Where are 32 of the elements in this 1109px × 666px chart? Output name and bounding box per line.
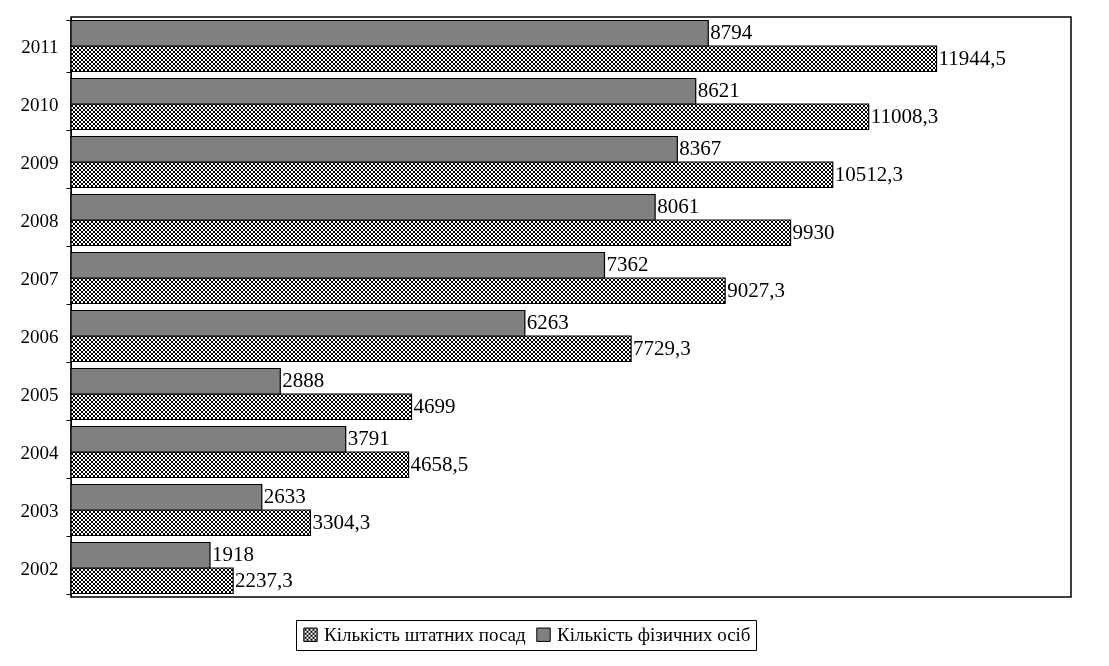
data-label: 7729,3 (633, 335, 691, 360)
data-label: 3304,3 (312, 509, 371, 534)
data-label: 11008,3 (870, 103, 939, 128)
legend-label: Кількість штатних посад (324, 623, 526, 645)
y-tick-label: 2010 (20, 93, 59, 115)
data-label: 9930 (792, 219, 835, 244)
y-tick-label: 2009 (20, 151, 59, 173)
y-tick-label: 2004 (20, 441, 59, 463)
data-label: 7362 (606, 252, 649, 277)
y-tick-label: 2005 (20, 383, 59, 405)
data-label: 8621 (697, 78, 740, 103)
data-label: 8061 (657, 194, 700, 219)
data-label: 10512,3 (834, 161, 904, 186)
legend-label: Кількість фізичних осіб (557, 623, 751, 645)
y-tick-label: 2007 (20, 267, 59, 289)
data-label: 9027,3 (727, 277, 785, 302)
data-label: 3791 (347, 426, 390, 451)
y-tick-label: 2006 (20, 325, 59, 347)
data-label: 2888 (282, 368, 325, 393)
data-label: 4699 (413, 393, 456, 418)
y-tick-label: 2008 (20, 209, 59, 231)
data-label: 2237,3 (235, 567, 293, 592)
data-label: 4658,5 (410, 451, 469, 476)
data-label: 6263 (526, 310, 569, 335)
data-label: 1918 (211, 542, 254, 567)
y-tick-label: 2003 (20, 499, 59, 521)
y-tick-label: 2002 (20, 557, 59, 579)
data-label: 8367 (679, 136, 722, 161)
y-tick-label: 2011 (21, 35, 59, 57)
data-label: 8794 (710, 20, 753, 45)
data-label: 11944,5 (938, 45, 1007, 70)
data-label: 2633 (263, 484, 306, 509)
